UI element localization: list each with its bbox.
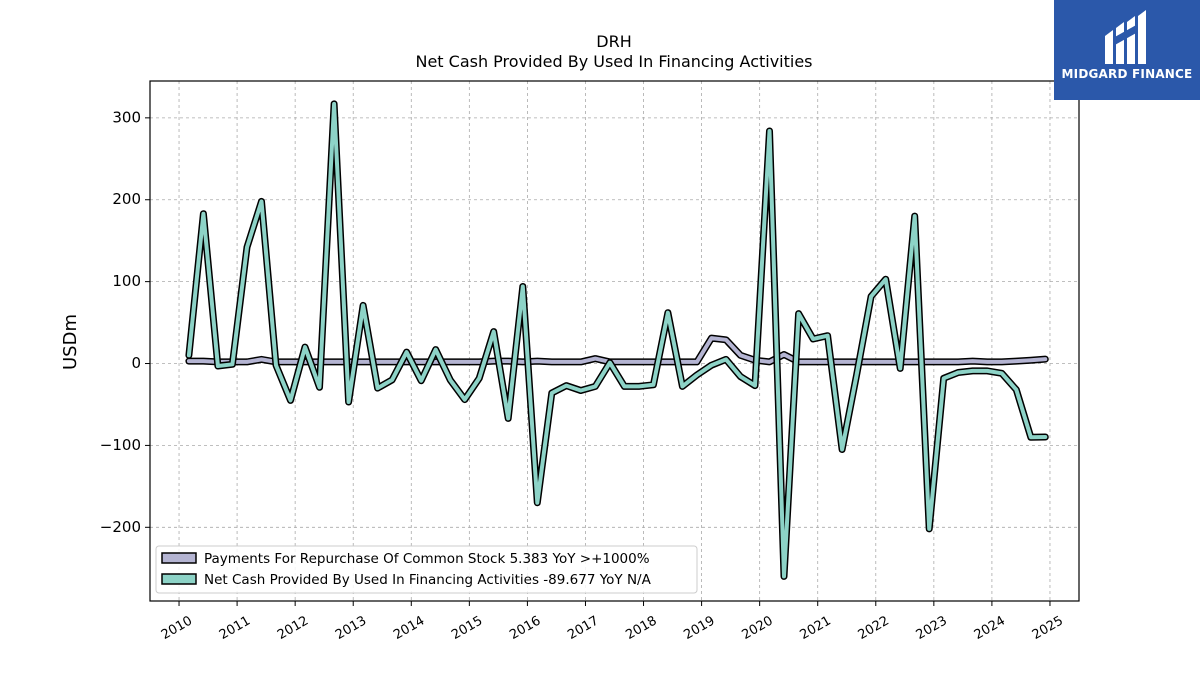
- series-line-1: [186, 101, 1048, 579]
- x-tick-label: 2024: [972, 613, 1008, 643]
- brand-logo: MIDGARD FINANCE: [1054, 0, 1200, 100]
- y-tick-label: 200: [112, 190, 141, 208]
- x-tick-label: 2013: [333, 613, 369, 643]
- grid-lines: [150, 81, 1079, 601]
- x-tick-label: 2022: [856, 613, 892, 643]
- chart-title: DRH: [596, 32, 631, 51]
- brand-mark-icon: [1105, 10, 1146, 64]
- legend: Payments For Repurchase Of Common Stock …: [155, 545, 698, 594]
- x-tick-label: 2015: [449, 613, 485, 643]
- y-tick-label: 0: [131, 354, 141, 372]
- y-tick-label: 100: [112, 272, 141, 290]
- x-tick-label: 2011: [217, 613, 253, 643]
- x-tick-label: 2010: [159, 613, 195, 643]
- series-outline-0: [185, 334, 1049, 366]
- x-tick-label: 2018: [623, 613, 659, 643]
- y-axis: −200 −100 0 100 200 300: [100, 108, 150, 536]
- plot-frame: [149, 80, 1080, 602]
- x-tick-label: 2012: [275, 613, 311, 643]
- legend-swatch: [161, 552, 197, 564]
- x-tick-label: 2021: [798, 613, 834, 643]
- legend-swatch: [161, 573, 197, 585]
- x-tick-label: 2023: [914, 613, 950, 643]
- series-lines: [185, 100, 1049, 580]
- x-tick-label: 2025: [1030, 613, 1066, 643]
- series-outline-1: [185, 100, 1049, 580]
- y-tick-label: −200: [100, 518, 141, 536]
- y-tick-label: −100: [100, 436, 141, 454]
- x-tick-label: 2019: [681, 613, 717, 643]
- legend-box: [155, 545, 698, 594]
- chart-subtitle: Net Cash Provided By Used In Financing A…: [415, 52, 812, 71]
- x-axis: 2010 2011 2012 2013 2014 2015 2016 2017 2018 2019…: [159, 601, 1066, 643]
- y-axis-label: USDm: [60, 314, 81, 370]
- legend-entry: Net Cash Provided By Used In Financing A…: [204, 572, 652, 588]
- series-line-0: [186, 336, 1048, 364]
- x-tick-label: 2014: [391, 613, 427, 643]
- y-tick-label: 300: [112, 108, 141, 126]
- x-tick-label: 2016: [507, 613, 543, 643]
- brand-name: MIDGARD FINANCE: [1061, 67, 1193, 81]
- x-tick-label: 2020: [739, 613, 775, 643]
- legend-entry: Payments For Repurchase Of Common Stock …: [204, 551, 650, 567]
- x-tick-label: 2017: [565, 613, 601, 643]
